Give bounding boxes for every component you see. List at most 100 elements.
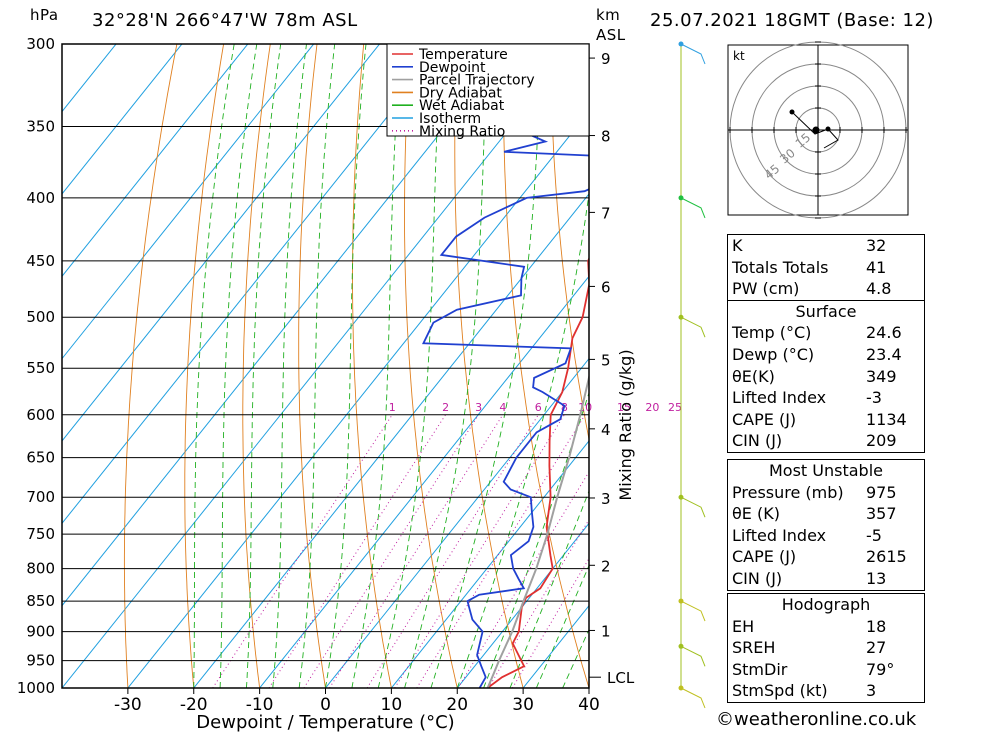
wind-barb (680, 687, 706, 709)
pressure-tick-label: 850 (26, 592, 55, 610)
x-tick-label: 20 (446, 695, 468, 715)
location-title: 32°28'N 266°47'W 78m ASL (92, 10, 358, 31)
x-tick-label: 30 (512, 695, 534, 715)
mixing-ratio-line (511, 557, 589, 688)
table-row: Lifted Index -5 (728, 525, 924, 547)
dry-adiabat-line (404, 44, 458, 688)
x-tick-label: 10 (381, 695, 403, 715)
pressure-tick-label: 1000 (17, 679, 55, 697)
row-label: Totals Totals (732, 257, 829, 277)
km-tick-label: 6 (601, 278, 611, 296)
row-label: θE(K) (732, 366, 775, 386)
wet-adiabat-line (351, 44, 402, 688)
km-tick-label: 9 (601, 50, 611, 68)
pressure-tick-label: 650 (26, 449, 55, 467)
dry-adiabat-line (242, 44, 271, 688)
km-tick-label: 8 (601, 128, 611, 146)
pressure-unit-label: hPa (30, 6, 59, 24)
wet-adiabat-line (245, 44, 282, 688)
legend-label: Dry Adiabat (419, 85, 502, 101)
x-tick-label: 40 (578, 695, 600, 715)
row-label: CAPE (J) (732, 547, 797, 567)
wet-adiabat-line (456, 190, 589, 688)
isotherm-line (62, 44, 249, 278)
table-row: EH 18 (728, 616, 924, 638)
hodograph-table: Hodograph EH 18 SREH 27 StmDir 79° StmSpd (kt)… (727, 593, 925, 703)
mixing-ratio-label: 3 (475, 401, 482, 414)
row-value: 24.6 (866, 323, 902, 343)
isotherm-line (258, 275, 589, 688)
row-value: 27 (866, 638, 887, 658)
row-value: 209 (866, 431, 897, 451)
wet-adiabat-line (404, 44, 489, 688)
km-tick-label: 3 (601, 490, 611, 508)
table-row: Pressure (mb) 975 (728, 482, 924, 504)
table-row: CAPE (J) 2615 (728, 546, 924, 568)
legend-label: Wet Adiabat (419, 98, 505, 114)
mixing-ratio-label: 20 (645, 401, 659, 414)
table-row: K 32 (728, 235, 924, 257)
wet-adiabat-line (219, 44, 258, 688)
pressure-tick-label: 350 (26, 117, 55, 135)
row-value: 41 (866, 257, 887, 277)
x-tick-label: -20 (180, 695, 208, 715)
row-label: Pressure (mb) (732, 482, 844, 502)
hodograph-point (789, 109, 795, 115)
isotherm-line (390, 440, 589, 688)
table-row: Totals Totals 41 (728, 257, 924, 279)
pressure-tick-label: 900 (26, 623, 55, 641)
row-value: 3 (866, 681, 877, 701)
row-label: CAPE (J) (732, 409, 797, 429)
row-label: StmDir (732, 659, 788, 679)
km-tick-label: 7 (601, 204, 611, 222)
row-label: K (732, 236, 743, 255)
row-label: Lifted Index (732, 525, 827, 545)
pressure-tick-label: 600 (26, 406, 55, 424)
mixing-ratio-line (329, 414, 504, 688)
copyright-text[interactable]: ©weatheronline.co.uk (716, 709, 917, 730)
row-label: Dewp (°C) (732, 344, 815, 364)
row-value: 2615 (866, 547, 907, 567)
dry-adiabat-line (184, 44, 225, 688)
row-value: 4.8 (866, 279, 892, 299)
km-tick-label: 5 (601, 351, 611, 369)
table-row: Lifted Index -3 (728, 387, 924, 409)
pressure-tick-label: 800 (26, 560, 55, 578)
legend-label: Temperature (418, 47, 508, 63)
dry-adiabat-line (454, 44, 524, 688)
lcl-label: LCL (607, 669, 635, 687)
wet-adiabat-line (298, 44, 336, 688)
row-value: -5 (866, 525, 882, 545)
hodograph-unit-label: kt (733, 49, 745, 63)
dewpoint-line (421, 44, 589, 688)
pressure-tick-label: 700 (26, 488, 55, 506)
x-axis-label: Dewpoint / Temperature (°C) (196, 712, 454, 733)
dry-adiabat-line (123, 44, 178, 688)
wet-adiabat-line (193, 44, 235, 688)
wind-barb (680, 197, 706, 219)
table-row: StmDir 79° (728, 659, 924, 681)
row-value: 975 (866, 482, 897, 502)
legend-label: Parcel Trajectory (419, 73, 535, 89)
surface-title: Surface (728, 299, 924, 323)
temperature-line (487, 108, 589, 688)
row-label: CIN (J) (732, 568, 783, 588)
parcel-trajectory-line (486, 373, 589, 688)
wet-adiabat-line (272, 44, 307, 688)
table-row: SREH 27 (728, 637, 924, 659)
isotherm-line (193, 193, 589, 688)
x-tick-label: -10 (246, 695, 274, 715)
row-label: θE (K) (732, 504, 780, 524)
pressure-tick-label: 300 (26, 35, 55, 53)
datetime-title: 25.07.2021 18GMT (Base: 12) (650, 10, 934, 31)
isotherm-line (62, 44, 183, 195)
row-value: 357 (866, 504, 897, 524)
wet-adiabat-line (325, 44, 367, 688)
pressure-tick-label: 450 (26, 252, 55, 270)
table-row: CAPE (J) 1134 (728, 409, 924, 431)
mixing-ratio-label: 4 (499, 401, 506, 414)
most-unstable-table: Most Unstable Pressure (mb) 975 θE (K) 357 L… (727, 459, 925, 591)
legend-label: Mixing Ratio (419, 124, 505, 140)
mixing-ratio-label: 15 (617, 401, 631, 414)
row-value: 32 (866, 236, 887, 255)
